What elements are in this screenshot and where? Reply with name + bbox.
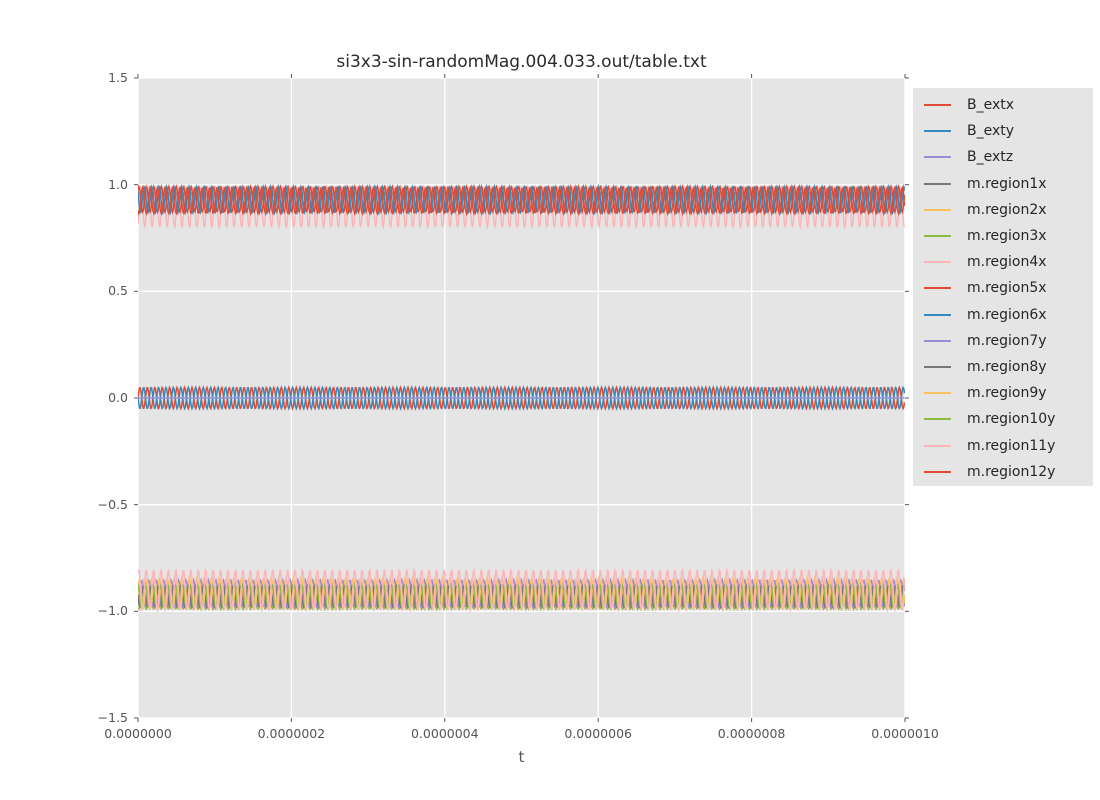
legend-item-m.region12y: m.region12y	[913, 459, 1093, 485]
legend-item-m.region7y: m.region7y	[913, 328, 1093, 354]
legend-line-swatch	[924, 365, 951, 368]
legend-line-swatch	[924, 313, 951, 316]
legend-label: m.region5x	[967, 280, 1047, 297]
series-line-m.region12y	[138, 185, 905, 217]
series-lines	[138, 183, 905, 613]
y-tick-label: −0.5	[97, 496, 128, 512]
legend-item-B_exty: B_exty	[913, 118, 1093, 144]
legend-label: m.region7y	[967, 332, 1047, 349]
legend-label: m.region8y	[967, 358, 1047, 375]
x-tick-label: 0.0000010	[871, 726, 939, 741]
legend-label: m.region4x	[967, 254, 1047, 271]
legend-item-B_extz: B_extz	[913, 144, 1093, 170]
legend-item-m.region2x: m.region2x	[913, 197, 1093, 223]
legend-line-swatch	[924, 470, 951, 473]
x-tick-label: 0.0000006	[564, 726, 632, 741]
legend-box: B_extx B_exty B_extz m.region1x m.region2x m.…	[913, 88, 1093, 486]
x-tick-label: 0.0000004	[410, 726, 479, 741]
legend-item-m.region4x: m.region4x	[913, 249, 1093, 275]
chart-title: si3x3-sin-randomMag.004.033.out/table.tx…	[336, 52, 707, 72]
legend-line-swatch	[924, 339, 951, 342]
legend-item-m.region10y: m.region10y	[913, 406, 1093, 432]
legend-item-m.region6x: m.region6x	[913, 302, 1093, 328]
legend-label: m.region6x	[967, 306, 1047, 323]
legend-label: m.region11y	[967, 437, 1056, 454]
legend-line-swatch	[924, 444, 951, 447]
series-line-m.region6x	[138, 183, 905, 216]
y-tick-label: 1.5	[108, 70, 128, 85]
legend-line-swatch	[924, 261, 951, 264]
y-tick-label: 0.5	[108, 283, 128, 299]
legend-label: m.region12y	[967, 463, 1056, 480]
legend-label: B_extz	[967, 149, 1014, 166]
legend-line-swatch	[924, 208, 951, 211]
series-line-B_exty	[138, 385, 905, 411]
legend-label: m.region1x	[967, 175, 1047, 192]
x-axis-label: t	[518, 748, 525, 766]
legend-item-m.region8y: m.region8y	[913, 354, 1093, 380]
legend-line-swatch	[924, 104, 951, 107]
y-tick-label: −1.0	[97, 603, 128, 619]
legend-label: B_exty	[967, 123, 1015, 140]
legend-line-swatch	[924, 235, 951, 238]
legend-item-m.region9y: m.region9y	[913, 380, 1093, 406]
legend-label: B_extx	[967, 97, 1015, 114]
legend-line-swatch	[924, 418, 951, 421]
legend-line-swatch	[924, 392, 951, 395]
x-tick-label: 0.0000008	[717, 726, 786, 741]
legend-label: m.region10y	[967, 411, 1056, 428]
y-tick-label: −1.5	[97, 710, 128, 725]
legend-label: m.region2x	[967, 201, 1047, 218]
legend-item-m.region5x: m.region5x	[913, 275, 1093, 301]
legend-line-swatch	[924, 287, 951, 290]
x-tick-label: 0.0000000	[104, 726, 172, 741]
legend-line-swatch	[924, 130, 951, 133]
y-tick-label: 1.0	[108, 176, 128, 192]
y-tick-label: 0.0	[108, 390, 128, 405]
legend-label: m.region9y	[967, 385, 1047, 402]
legend-item-m.region3x: m.region3x	[913, 223, 1093, 249]
legend-label: m.region3x	[967, 228, 1047, 245]
legend-item-B_extx: B_extx	[913, 92, 1093, 118]
legend-line-swatch	[924, 156, 951, 159]
legend-item-m.region1x: m.region1x	[913, 171, 1093, 197]
legend-line-swatch	[924, 182, 951, 185]
x-tick-label: 0.0000002	[257, 726, 326, 741]
series-line-m.region11y	[138, 567, 905, 613]
legend-item-m.region11y: m.region11y	[913, 432, 1093, 458]
